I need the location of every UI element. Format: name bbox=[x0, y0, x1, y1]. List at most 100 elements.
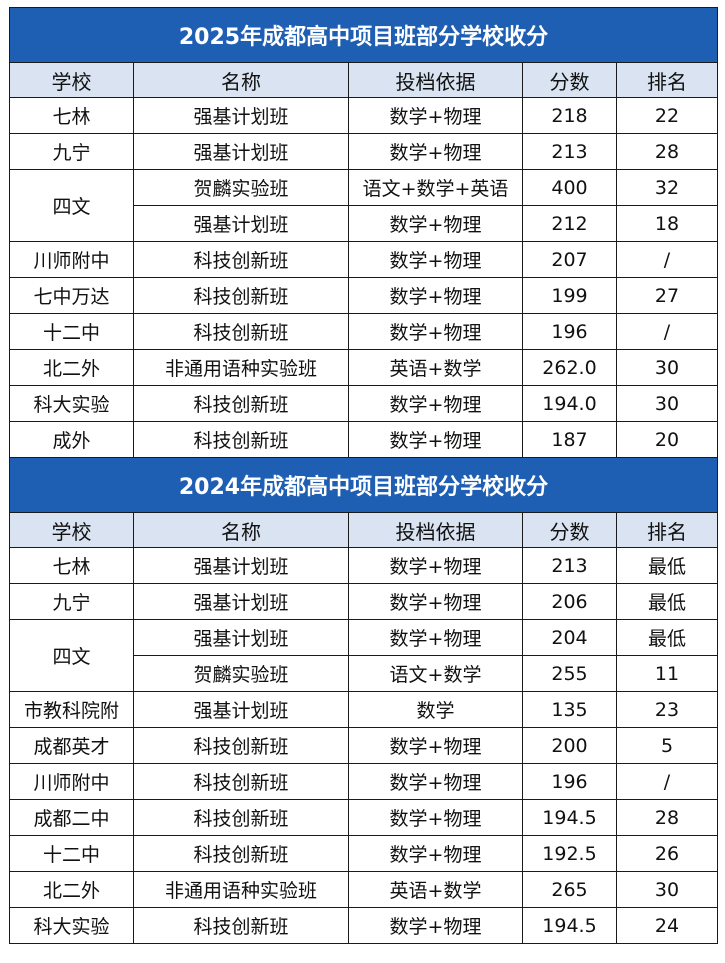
class-name-cell: 非通用语种实验班 bbox=[133, 349, 349, 386]
class-name-cell: 强基计划班 bbox=[133, 619, 349, 656]
basis-cell: 数学+物理 bbox=[348, 763, 523, 800]
table-row: 九宁 强基计划班 数学+物理 206 最低 bbox=[9, 583, 718, 620]
class-name-cell: 强基计划班 bbox=[133, 691, 349, 728]
header-name: 名称 bbox=[133, 62, 349, 98]
table-row: 成外 科技创新班 数学+物理 187 20 bbox=[9, 421, 718, 458]
score-cell: 213 bbox=[522, 547, 617, 584]
school-cell: 九宁 bbox=[9, 133, 134, 170]
basis-cell: 数学+物理 bbox=[348, 907, 523, 944]
class-name-cell: 强基计划班 bbox=[133, 583, 349, 620]
basis-cell: 数学+物理 bbox=[348, 835, 523, 872]
basis-cell: 数学+物理 bbox=[348, 727, 523, 764]
table-row: 强基计划班 数学+物理 212 18 bbox=[10, 205, 718, 242]
score-cell: 187 bbox=[522, 421, 617, 458]
rank-cell: 28 bbox=[616, 799, 718, 836]
school-cell: 市教科院附 bbox=[9, 691, 134, 728]
table-row: 北二外 非通用语种实验班 英语+数学 262.0 30 bbox=[9, 349, 718, 386]
school-cell: 四文 bbox=[9, 619, 134, 692]
score-cell: 199 bbox=[522, 277, 617, 314]
table-title: 2025年成都高中项目班部分学校收分 bbox=[9, 7, 718, 63]
header-school: 学校 bbox=[9, 512, 134, 548]
school-cell: 成都二中 bbox=[9, 799, 134, 836]
basis-cell: 数学+物理 bbox=[348, 421, 523, 458]
school-cell: 七中万达 bbox=[9, 277, 134, 314]
basis-cell: 数学+物理 bbox=[348, 547, 523, 584]
class-name-cell: 贺麟实验班 bbox=[133, 169, 349, 206]
rank-cell: / bbox=[616, 763, 718, 800]
basis-cell: 数学+物理 bbox=[348, 385, 523, 422]
rank-cell: 20 bbox=[616, 421, 718, 458]
basis-cell: 数学+物理 bbox=[348, 277, 523, 314]
score-cell: 400 bbox=[522, 169, 617, 206]
table-row: 成都英才 科技创新班 数学+物理 200 5 bbox=[9, 727, 718, 764]
score-cell: 194.5 bbox=[522, 907, 617, 944]
rank-cell: 30 bbox=[616, 349, 718, 386]
score-cell: 207 bbox=[522, 241, 617, 278]
rank-cell: / bbox=[616, 241, 718, 278]
basis-cell: 数学+物理 bbox=[348, 241, 523, 278]
score-tables: 2025年成都高中项目班部分学校收分 学校 名称 投档依据 分数 排名 七林 强… bbox=[9, 7, 718, 944]
rank-cell: 22 bbox=[616, 97, 718, 134]
class-name-cell: 科技创新班 bbox=[133, 799, 349, 836]
header-name: 名称 bbox=[133, 512, 349, 548]
table-row: 十二中 科技创新班 数学+物理 196 / bbox=[9, 313, 718, 350]
school-cell: 成外 bbox=[9, 421, 134, 458]
header-school: 学校 bbox=[9, 62, 134, 98]
score-cell: 265 bbox=[522, 871, 617, 908]
table-row: 七中万达 科技创新班 数学+物理 199 27 bbox=[9, 277, 718, 314]
table-row: 九宁 强基计划班 数学+物理 213 28 bbox=[9, 133, 718, 170]
score-cell: 135 bbox=[522, 691, 617, 728]
rank-cell: 30 bbox=[616, 385, 718, 422]
school-cell: 七林 bbox=[9, 97, 134, 134]
score-cell: 213 bbox=[522, 133, 617, 170]
rank-cell: 32 bbox=[616, 169, 718, 206]
score-cell: 204 bbox=[522, 619, 617, 656]
basis-cell: 数学+物理 bbox=[348, 799, 523, 836]
basis-cell: 语文+数学+英语 bbox=[348, 169, 523, 206]
rank-cell: 最低 bbox=[616, 583, 718, 620]
rank-cell: 5 bbox=[616, 727, 718, 764]
table-title: 2024年成都高中项目班部分学校收分 bbox=[9, 457, 718, 513]
rank-cell: 27 bbox=[616, 277, 718, 314]
score-cell: 194.0 bbox=[522, 385, 617, 422]
class-name-cell: 贺麟实验班 bbox=[133, 655, 349, 692]
header-basis: 投档依据 bbox=[348, 62, 523, 98]
table-row: 市教科院附 强基计划班 数学 135 23 bbox=[9, 691, 718, 728]
score-cell: 196 bbox=[522, 763, 617, 800]
basis-cell: 数学+物理 bbox=[348, 133, 523, 170]
table-row: 川师附中 科技创新班 数学+物理 196 / bbox=[9, 763, 718, 800]
table-row: 川师附中 科技创新班 数学+物理 207 / bbox=[9, 241, 718, 278]
rank-cell: 30 bbox=[616, 871, 718, 908]
score-cell: 262.0 bbox=[522, 349, 617, 386]
class-name-cell: 科技创新班 bbox=[133, 313, 349, 350]
table-row: 七林 强基计划班 数学+物理 213 最低 bbox=[9, 547, 718, 584]
school-cell: 北二外 bbox=[9, 349, 134, 386]
score-cell: 192.5 bbox=[522, 835, 617, 872]
header-score: 分数 bbox=[522, 62, 617, 98]
class-name-cell: 科技创新班 bbox=[133, 421, 349, 458]
class-name-cell: 强基计划班 bbox=[133, 97, 349, 134]
score-cell: 196 bbox=[522, 313, 617, 350]
class-name-cell: 非通用语种实验班 bbox=[133, 871, 349, 908]
rank-cell: 23 bbox=[616, 691, 718, 728]
class-name-cell: 科技创新班 bbox=[133, 763, 349, 800]
class-name-cell: 科技创新班 bbox=[133, 727, 349, 764]
score-table-2025: 2025年成都高中项目班部分学校收分 学校 名称 投档依据 分数 排名 七林 强… bbox=[9, 7, 718, 944]
score-cell: 218 bbox=[522, 97, 617, 134]
class-name-cell: 强基计划班 bbox=[133, 205, 349, 242]
class-name-cell: 科技创新班 bbox=[133, 241, 349, 278]
score-cell: 194.5 bbox=[522, 799, 617, 836]
rank-cell: 18 bbox=[616, 205, 718, 242]
school-cell: 七林 bbox=[9, 547, 134, 584]
table-row: 科大实验 科技创新班 数学+物理 194.5 24 bbox=[9, 907, 718, 944]
class-name-cell: 强基计划班 bbox=[133, 547, 349, 584]
rank-cell: 28 bbox=[616, 133, 718, 170]
school-cell: 九宁 bbox=[9, 583, 134, 620]
basis-cell: 数学+物理 bbox=[348, 97, 523, 134]
rank-cell: 最低 bbox=[616, 619, 718, 656]
table-row: 北二外 非通用语种实验班 英语+数学 265 30 bbox=[9, 871, 718, 908]
rank-cell: 24 bbox=[616, 907, 718, 944]
rank-cell: / bbox=[616, 313, 718, 350]
header-basis: 投档依据 bbox=[348, 512, 523, 548]
table-row: 成都二中 科技创新班 数学+物理 194.5 28 bbox=[9, 799, 718, 836]
